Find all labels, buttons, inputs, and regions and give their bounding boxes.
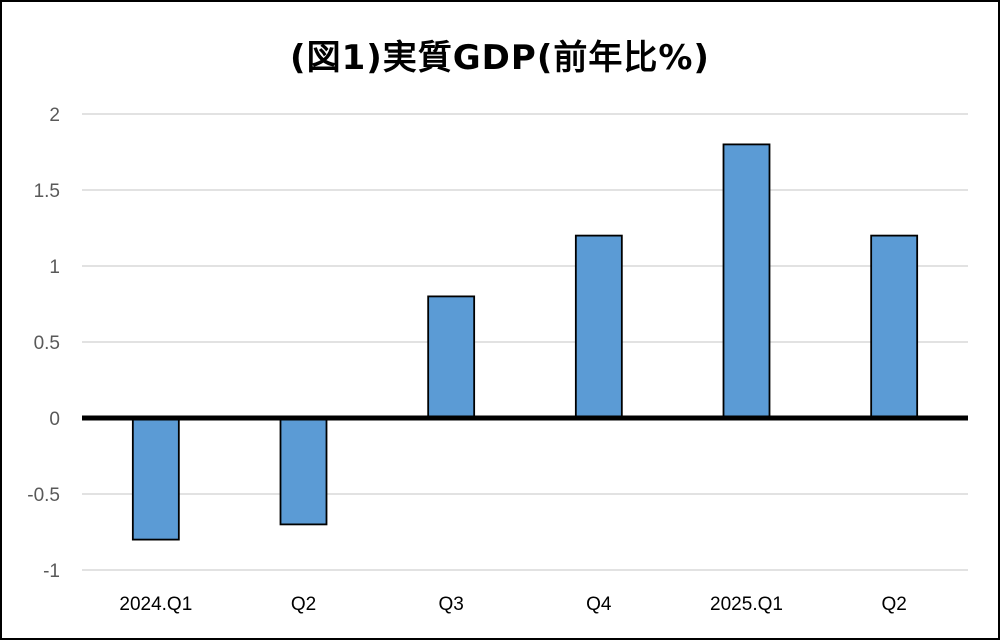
x-category-label: Q3 — [438, 594, 463, 615]
chart-title: (図1)実質GDP(前年比%) — [290, 38, 710, 78]
bar — [131, 417, 180, 541]
x-category-labels: 2024.Q1 Q2 Q3 Q4 2025.Q1 Q2 — [119, 594, 906, 615]
x-category-label: 2025.Q1 — [710, 594, 783, 615]
bar — [574, 234, 623, 419]
bar — [279, 417, 328, 526]
x-category-label: Q2 — [291, 594, 316, 615]
y-tick-label: 1.5 — [34, 181, 60, 202]
x-category-label: 2024.Q1 — [119, 594, 192, 615]
y-tick-labels: 2 1.5 1 0.5 0 -0.5 -1 — [27, 105, 60, 582]
bars — [131, 143, 919, 541]
bar — [722, 143, 771, 419]
y-tick-label: 0.5 — [34, 333, 60, 354]
y-tick-label: -0.5 — [27, 485, 60, 506]
x-category-label: Q2 — [881, 594, 906, 615]
y-tick-label: -1 — [43, 561, 60, 582]
bar — [427, 295, 476, 419]
gridlines — [82, 113, 968, 571]
bar — [870, 234, 919, 419]
y-tick-label: 0 — [49, 409, 60, 430]
y-tick-label: 2 — [49, 105, 60, 126]
y-tick-label: 1 — [49, 257, 60, 278]
x-category-label: Q4 — [586, 594, 612, 615]
